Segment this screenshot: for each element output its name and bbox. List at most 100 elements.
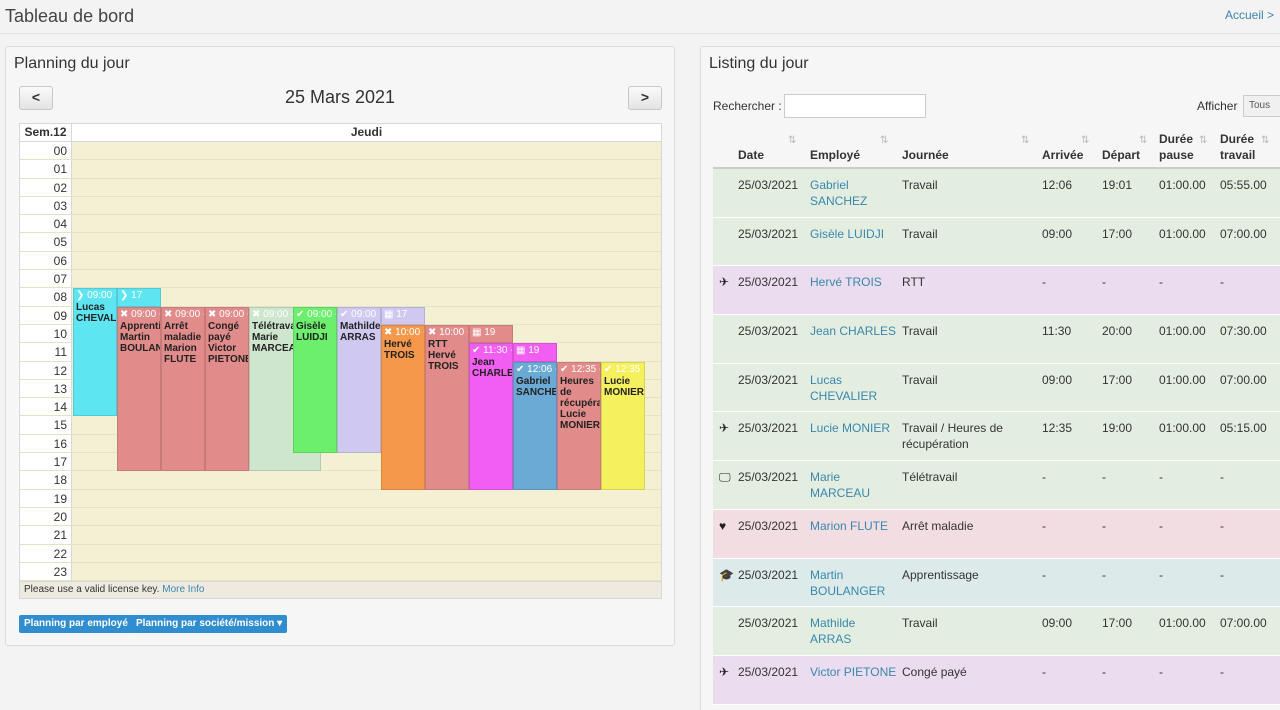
hour-label: 04 <box>20 215 72 233</box>
column-header-day[interactable]: Journée <box>902 148 949 162</box>
row-employee[interactable]: Gisèle LUIDJI <box>810 226 885 241</box>
hour-row[interactable]: 23 <box>20 562 661 582</box>
table-row[interactable]: ✈ 25/03/2021 Hervé TROIS RTT - - - - <box>713 266 1280 316</box>
row-pause: - <box>1159 518 1163 533</box>
hour-cell[interactable] <box>72 233 661 251</box>
calendar-event[interactable]: ❯ 17 <box>117 288 161 307</box>
hour-row[interactable]: 03 <box>20 196 661 216</box>
sort-icon[interactable]: ⇅ <box>1021 135 1030 146</box>
column-header-date[interactable]: Date <box>738 148 765 162</box>
calendar-event[interactable]: ▦ 19 <box>513 343 557 362</box>
hour-label: 01 <box>20 160 72 178</box>
hour-cell[interactable] <box>72 142 661 160</box>
row-date: 25/03/2021 <box>738 324 799 339</box>
show-select[interactable]: Tous <box>1243 95 1280 117</box>
hour-cell[interactable] <box>72 489 661 507</box>
table-row[interactable]: 🖵 25/03/2021 Marie MARCEAU Télétravail - - - - <box>713 461 1280 510</box>
hour-cell[interactable] <box>72 178 661 196</box>
hour-cell[interactable] <box>72 507 661 526</box>
next-day-button[interactable]: > <box>628 86 662 110</box>
calendar-event[interactable]: ✖ 09:00 - 17Arrêt maladie Marion FLUTE <box>161 306 205 472</box>
table-row[interactable]: ♥ 25/03/2021 Marion FLUTE Arrêt maladie - - - - <box>713 509 1280 559</box>
hour-cell[interactable] <box>72 160 661 178</box>
hour-row[interactable]: 05 <box>20 233 661 252</box>
calendar-event[interactable]: ✖ 09:00 - 17Apprentissage Martin BOULANG… <box>117 306 161 472</box>
search-input[interactable] <box>784 94 926 118</box>
planning-by-employee-button[interactable]: Planning par employé <box>19 615 133 633</box>
row-employee[interactable]: Lucas CHEVALIER <box>810 372 878 403</box>
row-employee[interactable]: Jean CHARLES <box>810 324 897 339</box>
calendar-event[interactable]: ▦ 17 <box>381 306 425 325</box>
calendar-event[interactable]: ✔ 12:35 Lucie MONIER <box>601 361 645 490</box>
table-row[interactable]: 🎓 25/03/2021 Martin BOULANGER Apprentissage… <box>713 558 1280 608</box>
calendar-event[interactable]: ❯ 09:00 - 17Lucas CHEVALIER <box>73 288 117 417</box>
hour-row[interactable]: 06 <box>20 251 661 271</box>
calendar-event[interactable]: ✖ 10:00 - 19Hervé TROIS <box>381 325 425 490</box>
week-number: Sem.12 <box>20 124 72 141</box>
hour-cell[interactable] <box>72 544 661 562</box>
hour-cell[interactable] <box>72 270 661 288</box>
row-employee[interactable]: Mathilde ARRAS <box>810 616 856 647</box>
calendar-event[interactable]: ✔ 12:35 - 19Heures de récupération Lucie… <box>557 361 601 490</box>
sort-icon[interactable]: ⇅ <box>1199 135 1208 146</box>
column-header-departure[interactable]: Départ <box>1102 148 1141 162</box>
calendar-event[interactable]: ✔ 11:30 - 20Jean CHARLES <box>469 343 513 490</box>
table-header: ⇅ ⇅ ⇅ ⇅ ⇅ ⇅ ⇅ Date Employé Journée Arriv… <box>713 125 1280 169</box>
row-date: 25/03/2021 <box>738 518 799 533</box>
row-employee[interactable]: Marie MARCEAU <box>810 470 871 501</box>
table-row[interactable]: 25/03/2021 Lucas CHEVALIER Travail 09:00 17:… <box>713 363 1280 413</box>
table-row[interactable]: 25/03/2021 Gabriel SANCHEZ Travail 12:06 19:… <box>713 169 1280 218</box>
hour-row[interactable]: 04 <box>20 215 661 234</box>
column-header-arrival[interactable]: Arrivée <box>1042 148 1084 162</box>
row-employee[interactable]: Martin BOULANGER <box>810 567 886 598</box>
hour-row[interactable]: 08 <box>20 288 661 307</box>
hour-row[interactable]: 07 <box>20 270 661 289</box>
calendar-event[interactable]: ✔ 09:00 - 17Gisèle LUIDJI <box>293 306 337 454</box>
hour-cell[interactable] <box>72 288 661 306</box>
hour-row[interactable]: 21 <box>20 526 661 545</box>
hour-cell[interactable] <box>72 526 661 544</box>
table-row[interactable]: ✈ 25/03/2021 Victor PIETONE Congé payé - - - - <box>713 655 1280 705</box>
hour-cell[interactable] <box>72 196 661 215</box>
calendar-event[interactable]: ✔ 12:06 - 19Gabriel SANCHEZ <box>513 361 557 490</box>
hour-cell[interactable] <box>72 251 661 270</box>
row-employee[interactable]: Victor PIETONE <box>810 664 897 679</box>
row-employee[interactable]: Hervé TROIS <box>810 275 882 290</box>
hour-row[interactable]: 19 <box>20 489 661 508</box>
row-work: - <box>1220 275 1224 290</box>
hour-row[interactable]: 02 <box>20 178 661 197</box>
event-label: Apprentissage Martin BOULANGER <box>120 320 161 354</box>
calendar-event[interactable]: ✖ 09:00 - 17Congé payé Victor PIETONE <box>205 306 249 472</box>
planning-by-company-dropdown[interactable]: Planning par société/mission ▾ <box>131 615 288 633</box>
calendar-event[interactable]: ▦ 19 <box>469 325 513 344</box>
license-more-info-link[interactable]: More Info <box>162 584 205 595</box>
column-header-pause[interactable]: Durée pause <box>1159 132 1194 162</box>
calendar-event[interactable]: ✔ 09:00 - 17Mathilde ARRAS <box>337 306 381 454</box>
hour-row[interactable]: 20 <box>20 507 661 527</box>
hour-cell[interactable] <box>72 215 661 233</box>
table-row[interactable]: 25/03/2021 Gisèle LUIDJI Travail 09:00 17:00… <box>713 217 1280 267</box>
hour-row[interactable]: 22 <box>20 544 661 563</box>
sort-icon[interactable]: ⇅ <box>788 135 797 146</box>
row-employee[interactable]: Gabriel SANCHEZ <box>810 178 868 208</box>
calendar-event[interactable]: ✖ 10:00 - 19RTT Hervé TROIS <box>425 325 469 490</box>
hour-row[interactable]: 00 <box>20 142 661 161</box>
sort-icon[interactable]: ⇅ <box>1081 135 1090 146</box>
calendar-body[interactable]: 00 01 02 03 04 05 06 07 08 09 10 11 12 13 14 15 16 17 18 19… <box>20 142 661 582</box>
prev-day-button[interactable]: < <box>19 86 53 110</box>
table-row[interactable]: 25/03/2021 Mathilde ARRAS Travail 09:00 17:0… <box>713 607 1280 656</box>
row-employee[interactable]: Lucie MONIER <box>810 421 891 436</box>
page-title: Tableau de bord <box>5 6 135 26</box>
row-employee[interactable]: Marion FLUTE <box>810 518 889 533</box>
home-breadcrumb-link[interactable]: Accueil > <box>1224 8 1274 22</box>
sort-icon[interactable]: ⇅ <box>1261 135 1270 146</box>
event-label: Mathilde ARRAS <box>340 320 381 343</box>
table-row[interactable]: 25/03/2021 Jean CHARLES Travail 11:30 20:00 0… <box>713 315 1280 364</box>
hour-cell[interactable] <box>72 562 661 581</box>
sort-icon[interactable]: ⇅ <box>1139 135 1148 146</box>
hour-row[interactable]: 01 <box>20 160 661 179</box>
table-row[interactable]: ✈ 25/03/2021 Lucie MONIER Travail / Heures … <box>713 412 1280 462</box>
sort-icon[interactable]: ⇅ <box>880 135 889 146</box>
column-header-employee[interactable]: Employé <box>810 148 861 162</box>
column-header-work[interactable]: Durée travail <box>1220 132 1256 162</box>
